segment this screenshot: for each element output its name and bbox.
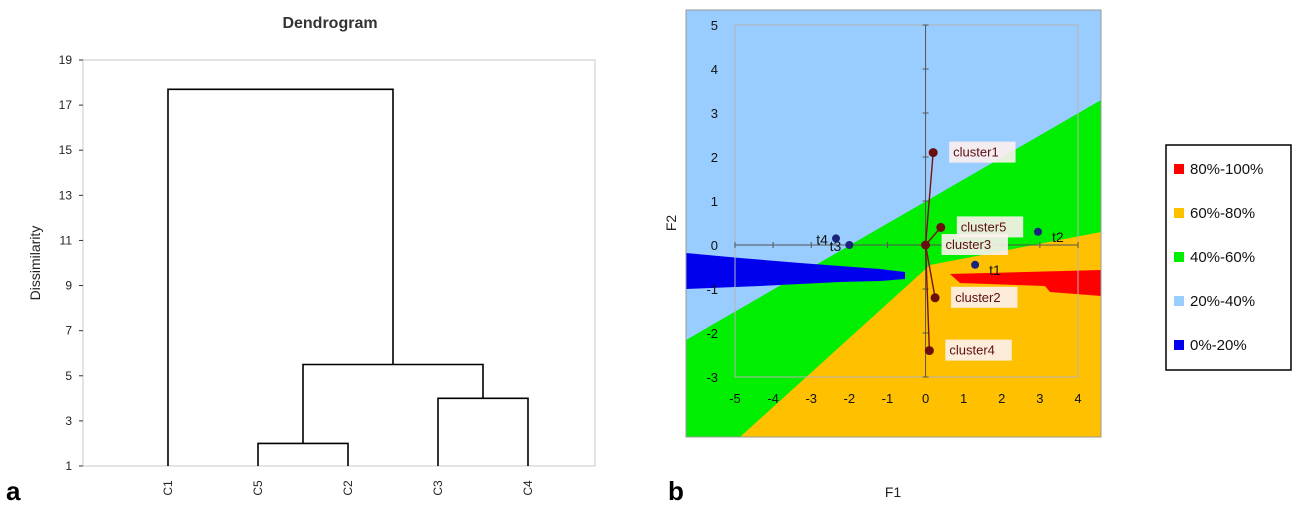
y-tick-label: 3 [711,106,718,121]
t1-label: t1 [989,262,1001,278]
y-tick-label: 11 [60,233,73,247]
t4-label: t4 [816,231,828,247]
leaf-label-c4: C4 [521,480,535,496]
y-tick-label: 7 [65,324,72,338]
x-tick-label: -3 [805,391,817,406]
ray-cluster2 [924,244,936,298]
y-tick-label: 9 [65,279,72,293]
x-tick-label: 0 [922,391,929,406]
legend-label-0: 80%-100% [1190,161,1263,178]
y-tick-label: -3 [706,370,718,385]
legend-label-3: 20%-40% [1190,293,1255,310]
legend: 80%-100% 60%-80% 40%-60% 20%-40% 0%-20% [1165,144,1292,371]
ray-cluster4 [924,244,931,351]
probability-map [686,10,1101,437]
cluster2-point [930,293,940,303]
y-tick-label: -1 [706,282,718,297]
legend-swatch-1 [1174,208,1184,218]
legend-swatch-0 [1174,164,1184,174]
dendrogram-plot-frame [82,59,596,467]
cluster3-label-bg [941,234,1008,255]
leaf-label-c5: C5 [251,480,265,496]
dendrogram-link-4 [167,88,394,466]
cluster4-label-bg [945,339,1012,361]
x-tick-label: -5 [729,391,741,406]
biplot-frame [685,9,1102,438]
cluster1-point [928,148,938,158]
legend-label-4: 0%-20% [1190,337,1247,354]
t4-point [831,234,840,243]
t2-point [1033,227,1042,236]
legend-swatch-4 [1174,340,1184,350]
x-tick-label: -1 [882,391,894,406]
y-tick-label: 5 [711,18,718,33]
cluster5-point [936,222,946,232]
biplot-x-axis-label: F1 [885,484,902,500]
t3-label: t3 [830,238,842,254]
t1-point [971,260,980,269]
dendrogram-title: Dendrogram [282,15,377,32]
y-tick-label: 1 [711,194,718,209]
biplot-points: cluster1 cluster5 cluster3 cluster2 cluster4… [816,141,1064,361]
y-tick-label: 1 [65,459,72,473]
region-0-20 [686,253,905,289]
x-tick-label: 4 [1074,391,1081,406]
biplot-inner-frame [734,24,1079,378]
cluster4-label: cluster4 [949,343,995,358]
cluster4-point [924,346,934,356]
cluster1-label: cluster1 [953,145,999,160]
t2-label: t2 [1052,229,1064,245]
cluster5-label-bg [956,216,1024,238]
x-tick-label: 2 [998,391,1005,406]
cluster3-label: cluster3 [946,237,992,252]
y-tick-label: 15 [59,143,73,157]
y-tick-label: 19 [59,53,73,67]
region-80-100 [950,270,1101,296]
biplot-y-axis-label: F2 [663,215,679,232]
dendrogram-y-axis-label: Dissimilarity [27,226,43,301]
y-tick-label: 2 [711,150,718,165]
dendrogram-chart: Dendrogram Dissimilarity 135791113151719… [27,15,596,496]
legend-swatch-2 [1174,252,1184,262]
leaf-label-c1: C1 [161,480,175,496]
leaf-label-c3: C3 [431,480,445,496]
y-tick-label: 0 [711,238,718,253]
y-tick-label: 13 [59,188,73,202]
y-tick-label: -2 [706,326,718,341]
cluster3-point [921,240,931,250]
dendrogram-leaf-labels: C1 C5 C2 C3 C4 [161,480,535,496]
y-tick-label: 17 [59,98,73,112]
legend-label-1: 60%-80% [1190,205,1255,222]
t3-point [845,241,854,249]
cluster2-label-bg [951,286,1018,308]
y-tick-label: 3 [65,414,72,428]
y-tick-label: 4 [711,62,718,77]
legend-box [1165,144,1292,371]
ray-cluster1 [924,152,934,246]
cluster1-label-bg [949,141,1016,163]
cluster2-label: cluster2 [955,290,1001,305]
panel-label-a: a [6,476,21,505]
y-tick-label: 5 [65,369,72,383]
leaf-label-c2: C2 [341,480,355,496]
x-tick-label: 1 [960,391,967,406]
dendrogram-links [167,88,529,466]
legend-label-2: 40%-60% [1190,249,1255,266]
legend-swatch-3 [1174,296,1184,306]
panel-label-b: b [668,476,684,505]
cluster5-label: cluster5 [961,219,1007,234]
biplot-axes: -5 -4 -3 -2 -1 0 1 2 3 4 -3 -2 -1 0 1 2 3 4 5 [706,18,1081,406]
x-tick-label: -2 [844,391,856,406]
x-tick-label: -4 [767,391,779,406]
x-tick-label: 3 [1036,391,1043,406]
